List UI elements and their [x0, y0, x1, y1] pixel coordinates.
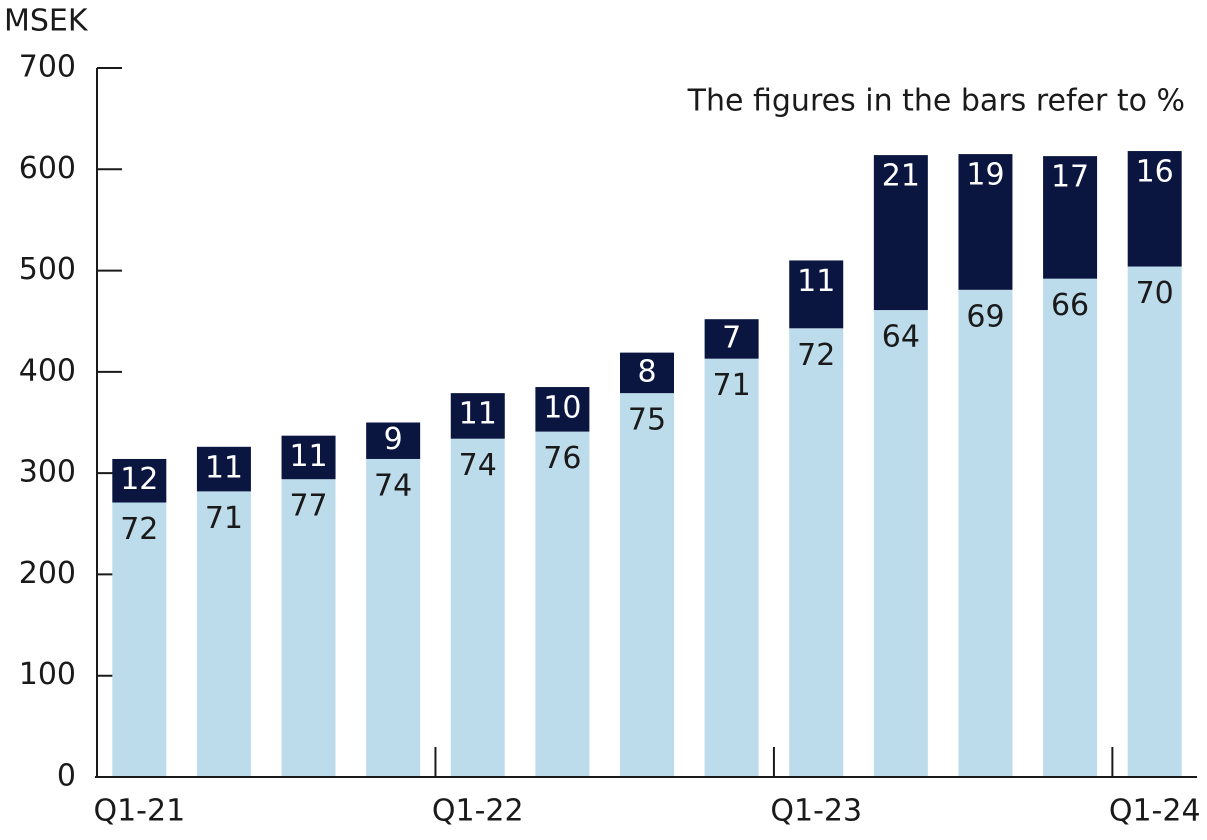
bar-segment [789, 260, 844, 329]
bar-segment [958, 289, 1013, 777]
bar-segment [196, 446, 251, 492]
bar-percentage: 7 [722, 320, 741, 355]
bar-percentage: 64 [882, 320, 920, 355]
y-unit: MSEK [4, 4, 89, 39]
bar-percentage: 11 [459, 397, 497, 432]
bar-percentage: 74 [459, 448, 497, 483]
bar-segment [1043, 156, 1098, 279]
bar-percentage: 71 [713, 368, 751, 403]
bar-segment [112, 458, 167, 503]
bar-percentage: 17 [1051, 160, 1089, 195]
bar-percentage: 74 [374, 468, 412, 503]
bar-percentage: 10 [543, 391, 581, 426]
y-tick-label: 500 [19, 252, 76, 287]
bar-percentage: 72 [797, 338, 835, 373]
y-tick-label: 200 [19, 556, 76, 591]
bar-segment [958, 154, 1013, 290]
y-tick-label: 300 [19, 455, 76, 490]
bar-percentage: 77 [289, 489, 327, 524]
bar-segment [704, 358, 759, 777]
bar-segment [535, 387, 590, 432]
bar-segment [1127, 266, 1182, 777]
bar-percentage: 9 [384, 422, 403, 457]
bar-segment [789, 328, 844, 777]
y-tick-label: 0 [57, 759, 76, 794]
bar-percentage: 16 [1136, 155, 1174, 190]
bar-segment [1127, 151, 1182, 267]
bar-segment [535, 431, 590, 777]
annotation: The figures in the bars refer to % [687, 84, 1185, 119]
bar-segment [366, 422, 421, 459]
x-tick-label: Q1-23 [770, 794, 862, 829]
bar-segment [450, 393, 505, 439]
x-tick-label: Q1-24 [1109, 794, 1201, 829]
y-tick-label: 400 [19, 353, 76, 388]
bar-percentage: 8 [637, 354, 656, 389]
bar-segment [620, 393, 674, 777]
bar-segment [366, 458, 421, 777]
bar-percentage: 69 [966, 299, 1004, 334]
bar-segment [112, 502, 167, 777]
bar-segment [450, 438, 505, 777]
bar-segment [620, 352, 674, 394]
bar-percentage: 11 [205, 450, 243, 485]
bar-segment [281, 479, 336, 777]
bar-segment [704, 319, 759, 359]
y-tick-label: 100 [19, 657, 76, 692]
y-tick-label: 700 [19, 50, 76, 85]
bar-percentage: 66 [1051, 288, 1089, 323]
y-tick-label: 600 [19, 151, 76, 186]
bar-percentage: 76 [543, 441, 581, 476]
bar-percentage: 71 [205, 501, 243, 536]
bar-percentage: 70 [1136, 276, 1174, 311]
bar-percentage: 11 [797, 264, 835, 299]
bar-segment [873, 155, 928, 311]
bar-percentage: 72 [120, 512, 158, 547]
bar-percentage: 19 [966, 158, 1004, 193]
bar-percentage: 21 [882, 159, 920, 194]
x-tick-label: Q1-22 [432, 794, 524, 829]
bar-percentage: 12 [120, 462, 158, 497]
bar-segment [1043, 278, 1098, 777]
bar-segment [196, 491, 251, 777]
bar-segment [873, 310, 928, 777]
bar-segment [281, 435, 336, 480]
bar-percentage: 11 [289, 439, 327, 474]
bar-percentage: 75 [628, 403, 666, 438]
x-tick-label: Q1-21 [93, 794, 185, 829]
